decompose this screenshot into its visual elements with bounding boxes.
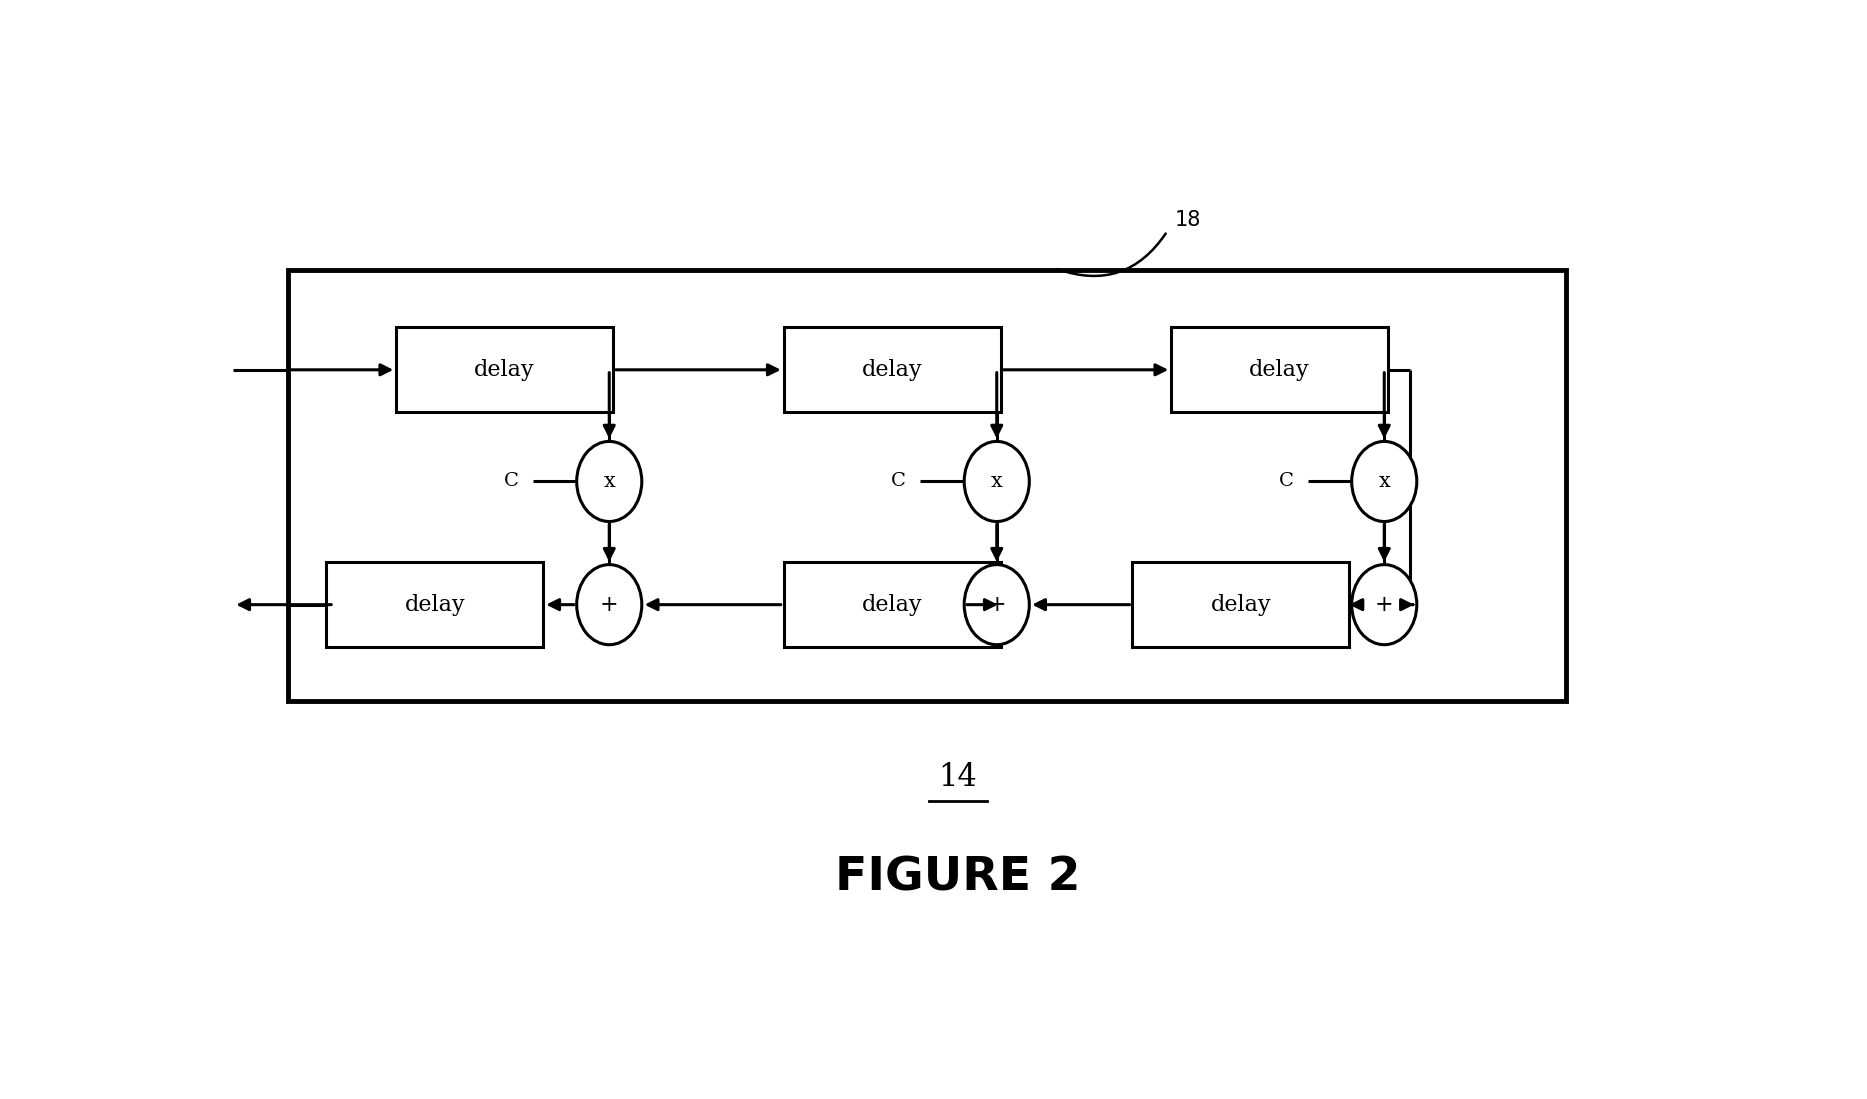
Ellipse shape <box>1352 442 1417 522</box>
FancyBboxPatch shape <box>784 328 1001 412</box>
FancyBboxPatch shape <box>327 563 543 647</box>
Ellipse shape <box>577 442 642 522</box>
Ellipse shape <box>1352 565 1417 645</box>
Text: delay: delay <box>863 593 922 615</box>
Text: C: C <box>1279 473 1294 490</box>
FancyBboxPatch shape <box>396 328 612 412</box>
Text: delay: delay <box>1249 358 1311 381</box>
Text: +: + <box>1374 593 1393 615</box>
FancyBboxPatch shape <box>784 563 1001 647</box>
FancyBboxPatch shape <box>1171 328 1389 412</box>
FancyBboxPatch shape <box>1133 563 1350 647</box>
Text: 14: 14 <box>939 763 978 793</box>
Text: x: x <box>603 471 614 491</box>
Text: delay: delay <box>474 358 536 381</box>
Text: delay: delay <box>405 593 465 615</box>
Text: C: C <box>504 473 519 490</box>
Text: x: x <box>1378 471 1391 491</box>
Text: x: x <box>991 471 1003 491</box>
Text: C: C <box>891 473 905 490</box>
Text: +: + <box>988 593 1006 615</box>
Ellipse shape <box>577 565 642 645</box>
Text: +: + <box>599 593 618 615</box>
Ellipse shape <box>963 442 1029 522</box>
Text: FIGURE 2: FIGURE 2 <box>835 855 1081 900</box>
FancyBboxPatch shape <box>288 269 1566 701</box>
Text: delay: delay <box>863 358 922 381</box>
Ellipse shape <box>963 565 1029 645</box>
Text: 18: 18 <box>1174 210 1200 230</box>
Text: delay: delay <box>1210 593 1271 615</box>
